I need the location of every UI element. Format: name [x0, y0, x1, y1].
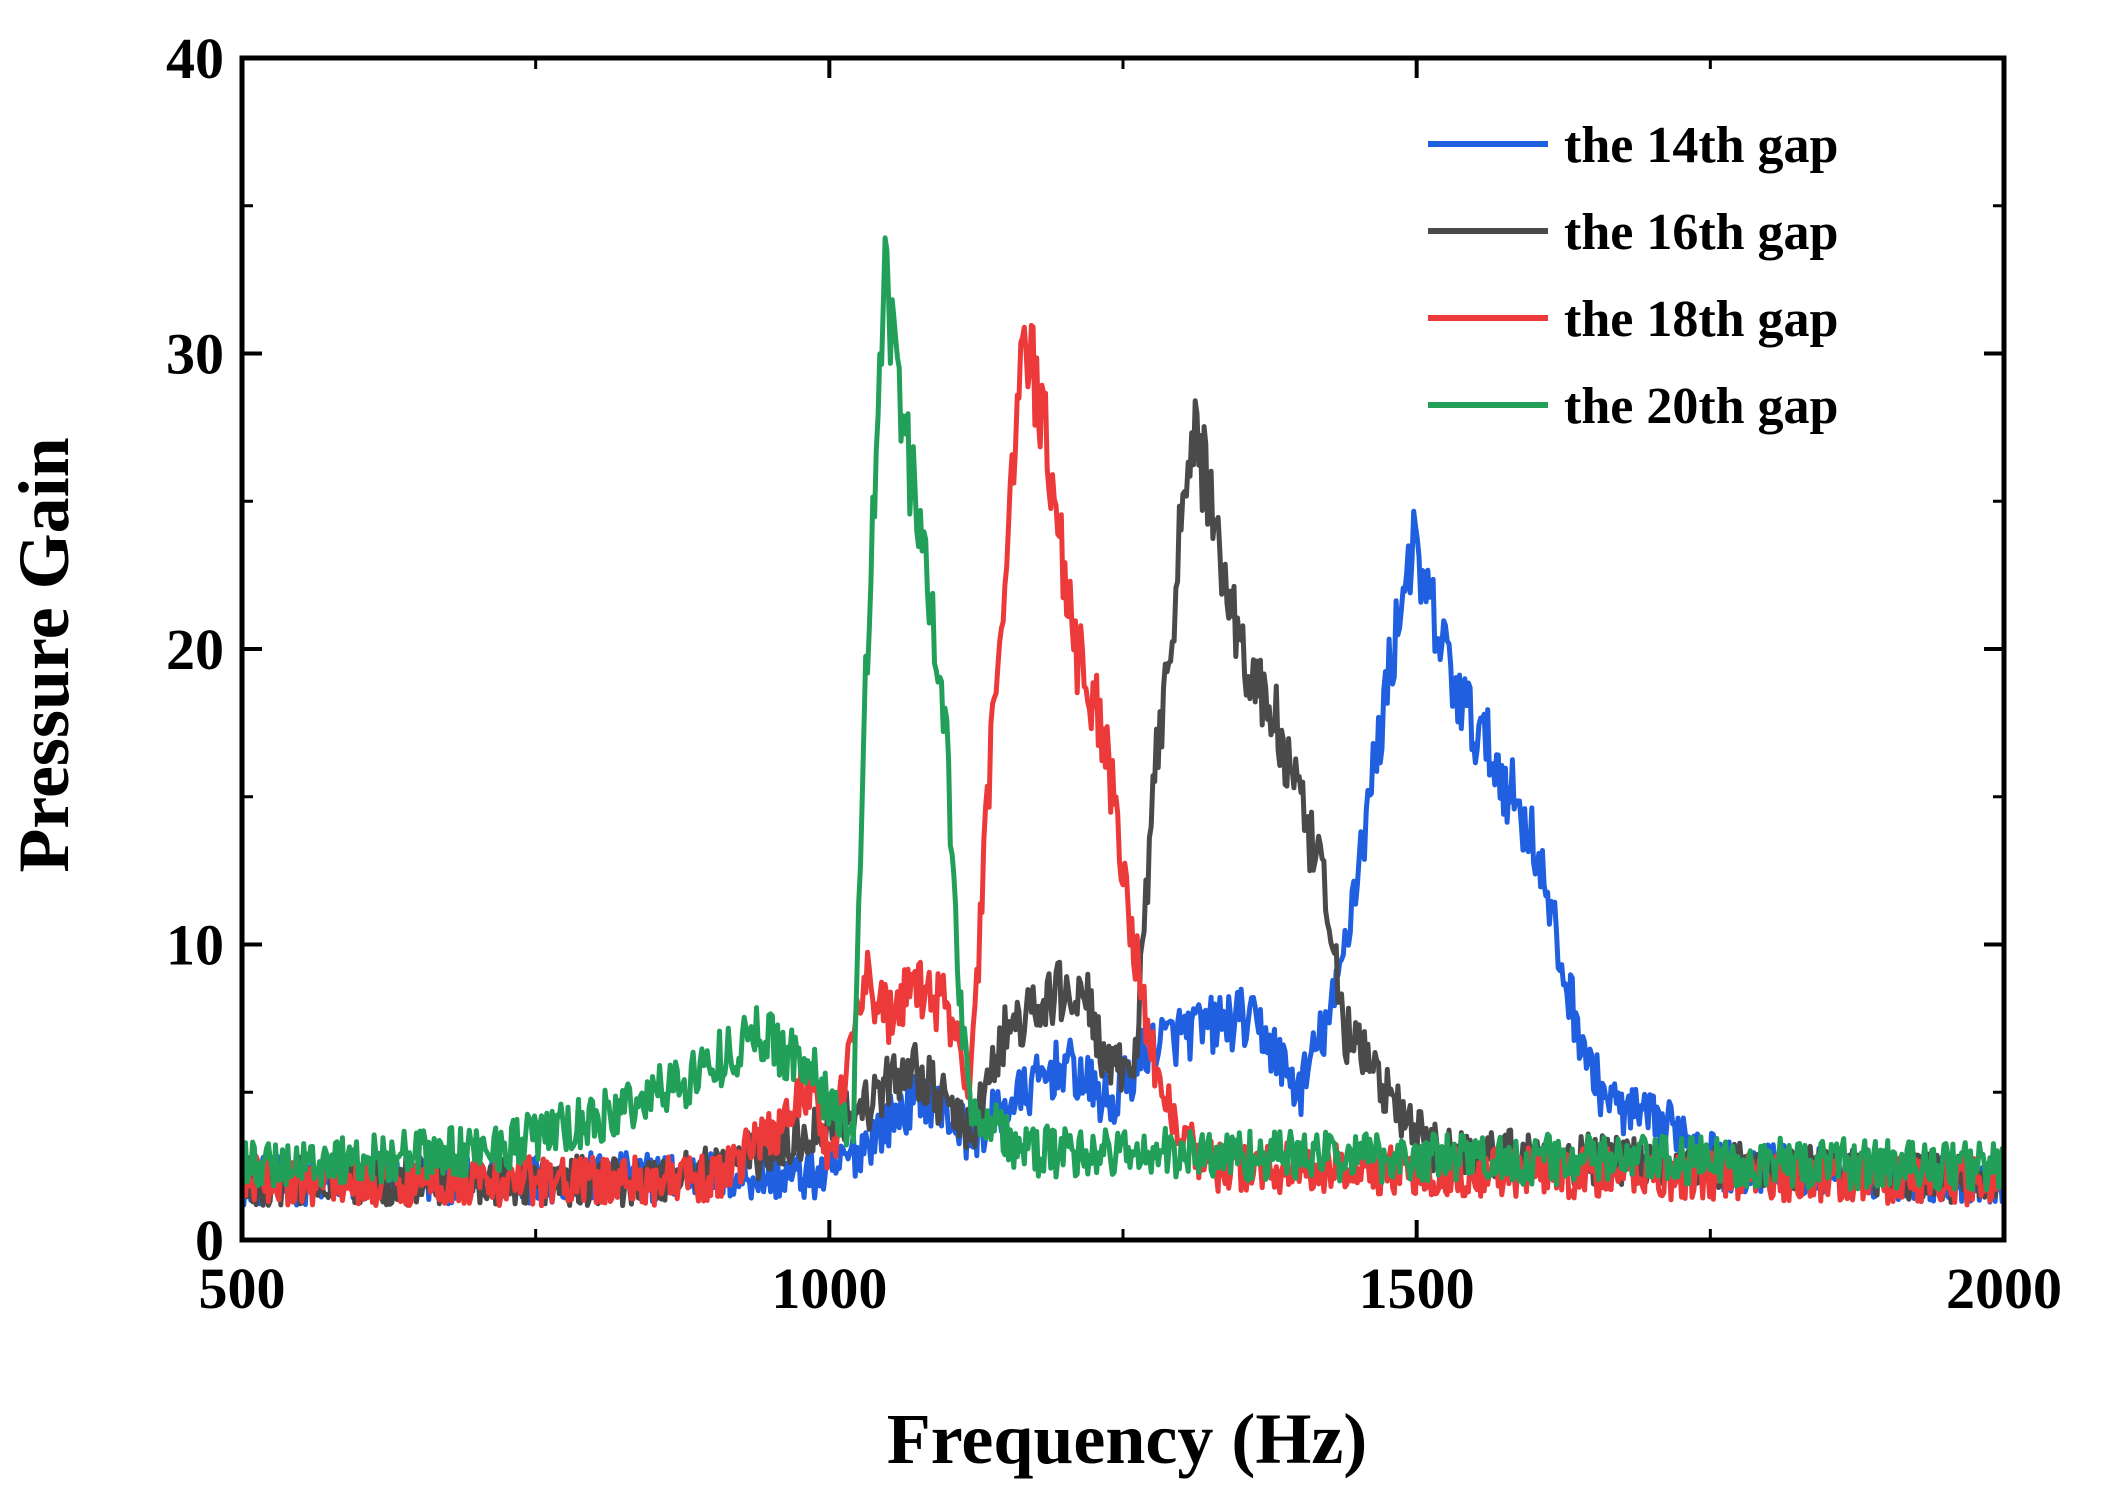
series-layer — [239, 235, 2007, 1209]
legend-label-1: the 14th gap — [1564, 117, 1838, 174]
series-line-1 — [241, 508, 2007, 1208]
legend-label-2: the 16th gap — [1564, 204, 1838, 261]
x-tick-label: 1500 — [1359, 1256, 1475, 1321]
y-tick-label: 30 — [166, 322, 224, 387]
x-tick-label: 2000 — [1946, 1256, 2062, 1321]
y-tick-label: 0 — [195, 1208, 224, 1273]
x-axis-title: Frequency (Hz) — [887, 1399, 1368, 1479]
legend: the 14th gap the 16th gap the 18th gap the … — [1428, 117, 1838, 435]
tick-layer: 500 1000 1500 2000 0 10 20 30 40 — [166, 26, 2062, 1321]
y-axis-title: Pressure Gain — [4, 437, 84, 872]
series-line-3 — [239, 322, 2007, 1209]
x-tick-label: 1000 — [771, 1256, 887, 1321]
x-tick-label: 500 — [199, 1256, 286, 1321]
y-tick-label: 20 — [166, 617, 224, 682]
legend-label-3: the 18th gap — [1564, 291, 1838, 348]
series-line-2 — [239, 398, 2007, 1209]
y-tick-label: 40 — [166, 26, 224, 91]
legend-label-4: the 20th gap — [1564, 378, 1838, 435]
series-line-4 — [239, 235, 2007, 1193]
y-tick-label: 10 — [166, 913, 224, 978]
